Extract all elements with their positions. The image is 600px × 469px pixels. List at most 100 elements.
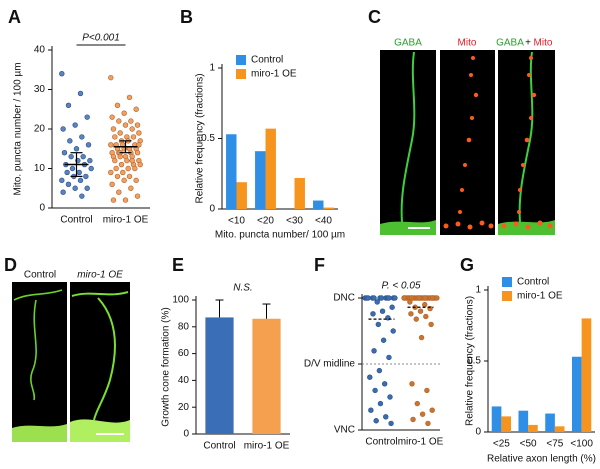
channel-label: GABA	[394, 38, 422, 49]
data-point	[389, 304, 395, 310]
data-point	[423, 313, 429, 320]
data-point	[83, 173, 89, 180]
data-point	[109, 114, 115, 120]
data-point	[136, 142, 142, 148]
data-point	[128, 185, 134, 191]
data-point	[73, 146, 80, 152]
data-point	[425, 420, 431, 427]
panel-label: G	[460, 255, 474, 275]
data-point	[409, 381, 415, 387]
data-point	[129, 157, 135, 164]
panel-label: D	[4, 255, 17, 275]
micrograph-c	[380, 50, 555, 235]
panel-label: F	[314, 255, 325, 275]
data-point	[80, 153, 86, 160]
bar	[294, 177, 305, 209]
y-tick-label: 20	[178, 402, 190, 413]
data-point	[126, 94, 133, 101]
data-point	[370, 311, 376, 317]
data-point	[128, 118, 134, 124]
data-point	[116, 118, 122, 124]
bar	[571, 356, 582, 432]
data-point	[374, 299, 380, 305]
data-point	[132, 165, 138, 172]
y-tick-label: 30	[34, 84, 46, 95]
data-point	[125, 165, 131, 172]
data-point	[60, 189, 66, 195]
data-point	[109, 181, 115, 188]
y-tick-label: DNC	[333, 293, 355, 304]
y-tick-label: 60	[178, 348, 190, 359]
data-point	[367, 374, 373, 380]
y-axis-label: Growth cone formation (%)	[161, 307, 172, 427]
data-point	[407, 299, 413, 305]
bar	[528, 424, 538, 432]
data-point	[133, 106, 139, 112]
data-point	[133, 177, 139, 184]
legend-label: Control	[517, 277, 549, 288]
micrograph-d	[12, 282, 130, 442]
data-point	[108, 142, 114, 148]
x-tick-label: <40	[315, 216, 332, 227]
mito-dots	[443, 56, 553, 230]
x-axis-label: Mito. puncta number/ 100 µm	[215, 230, 345, 241]
data-point	[124, 157, 130, 164]
data-point	[72, 122, 78, 128]
data-point	[134, 150, 141, 156]
data-point	[134, 122, 141, 128]
data-point	[113, 165, 119, 172]
channel-label: Mito	[458, 38, 477, 49]
data-point	[417, 308, 424, 314]
y-tick-label: 10	[34, 163, 46, 174]
image-merge	[498, 50, 555, 235]
data-point	[114, 173, 121, 180]
legend-label: Control	[251, 55, 283, 66]
data-point	[87, 157, 93, 164]
data-point	[429, 407, 435, 413]
y-axis-label: Relative frequency (fractions)	[465, 296, 476, 426]
data-point	[61, 150, 68, 156]
data-point	[114, 102, 121, 109]
x-tick-label: <75	[546, 439, 563, 450]
x-tick-label: miro-1 OE	[244, 441, 290, 452]
bar	[323, 207, 334, 209]
y-tick-label: 80	[178, 321, 190, 332]
x-tick-label: <30	[286, 216, 303, 227]
y-tick-label: D/V midline	[304, 359, 356, 370]
data-point	[116, 189, 122, 195]
y-tick-label: 0.5	[467, 356, 481, 367]
data-point	[376, 367, 383, 374]
y-axis-label: Relative frequency (fractions)	[195, 73, 206, 203]
data-point	[419, 411, 426, 417]
data-point	[136, 130, 142, 136]
data-point	[121, 177, 127, 184]
data-point	[381, 381, 388, 387]
data-point	[117, 130, 123, 136]
x-tick-label: <20	[257, 216, 274, 227]
data-point	[59, 70, 65, 77]
data-point	[378, 295, 385, 301]
data-point	[368, 407, 374, 413]
data-point	[371, 295, 377, 301]
legend-swatch	[236, 69, 246, 79]
data-point	[134, 193, 141, 199]
data-point	[112, 157, 118, 164]
data-point	[379, 308, 386, 314]
axon	[13, 289, 63, 401]
y-tick-label: 0	[209, 204, 215, 215]
data-point	[413, 316, 419, 322]
data-point	[414, 400, 421, 407]
data-point	[375, 321, 382, 328]
data-point	[59, 177, 65, 184]
x-tick-label: Control	[203, 441, 235, 452]
y-tick-label: 0.5	[201, 133, 215, 144]
data-point	[372, 387, 378, 394]
data-point	[110, 126, 117, 132]
panel-label: E	[172, 255, 184, 275]
image-label: Control	[24, 270, 56, 281]
data-point	[129, 126, 135, 132]
data-point	[85, 142, 92, 148]
data-point	[108, 74, 114, 81]
legend-label: miro-1 OE	[251, 69, 297, 80]
y-tick-label: 0	[183, 429, 189, 440]
